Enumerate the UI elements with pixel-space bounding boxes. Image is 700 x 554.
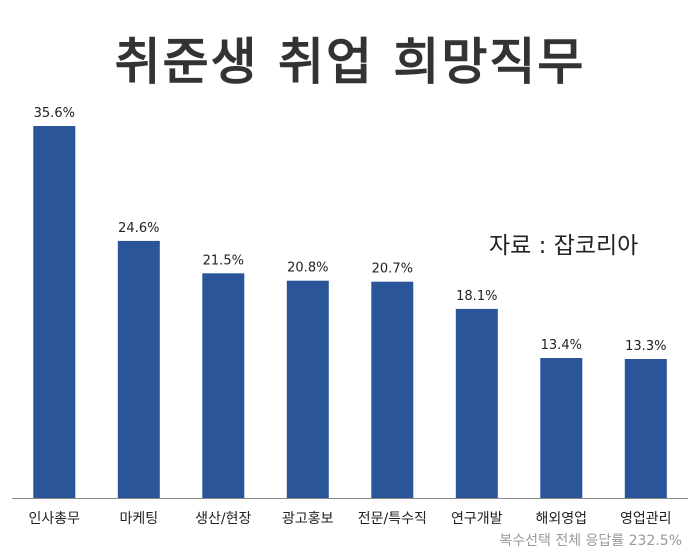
category-label-1: 인사총무 [29,511,81,527]
category-label-2: 마케팅 [119,511,158,527]
value-label-8: 13.3% [625,339,666,354]
chart-title: 취준생 취업 희망직무 [114,33,586,91]
bar-2 [117,240,160,498]
source-note: 자료 : 잡코리아 [489,233,639,259]
bar-1 [33,126,76,498]
value-label-group: 35.6% 24.6% 21.5% 20.8% 20.7% 18.1% 13.4% 13.3% [34,106,667,354]
bar-6 [455,308,498,498]
value-label-4: 20.8% [287,261,328,276]
bar-group [33,126,667,498]
value-label-1: 35.6% [34,106,75,121]
bar-3 [202,273,245,498]
bar-4 [286,280,329,498]
category-label-4: 광고홍보 [282,511,334,527]
category-label-6: 연구개발 [451,511,503,527]
value-label-5: 20.7% [372,262,413,277]
bar-8 [624,359,667,498]
category-label-5: 전문/특수직 [358,511,427,527]
value-label-6: 18.1% [456,289,497,304]
category-label-3: 생산/현장 [195,511,251,527]
footnote: 복수선택 전체 응답률 232.5% [499,533,682,549]
bar-7 [540,358,583,498]
category-label-group: 인사총무 마케팅 생산/현장 광고홍보 전문/특수직 연구개발 해외영업 영업관리 [29,511,672,527]
category-label-8: 영업관리 [620,511,672,527]
bar-5 [371,281,414,498]
value-label-2: 24.6% [118,221,159,236]
value-label-3: 21.5% [203,253,244,268]
value-label-7: 13.4% [541,338,582,353]
category-label-7: 해외영업 [536,511,588,527]
